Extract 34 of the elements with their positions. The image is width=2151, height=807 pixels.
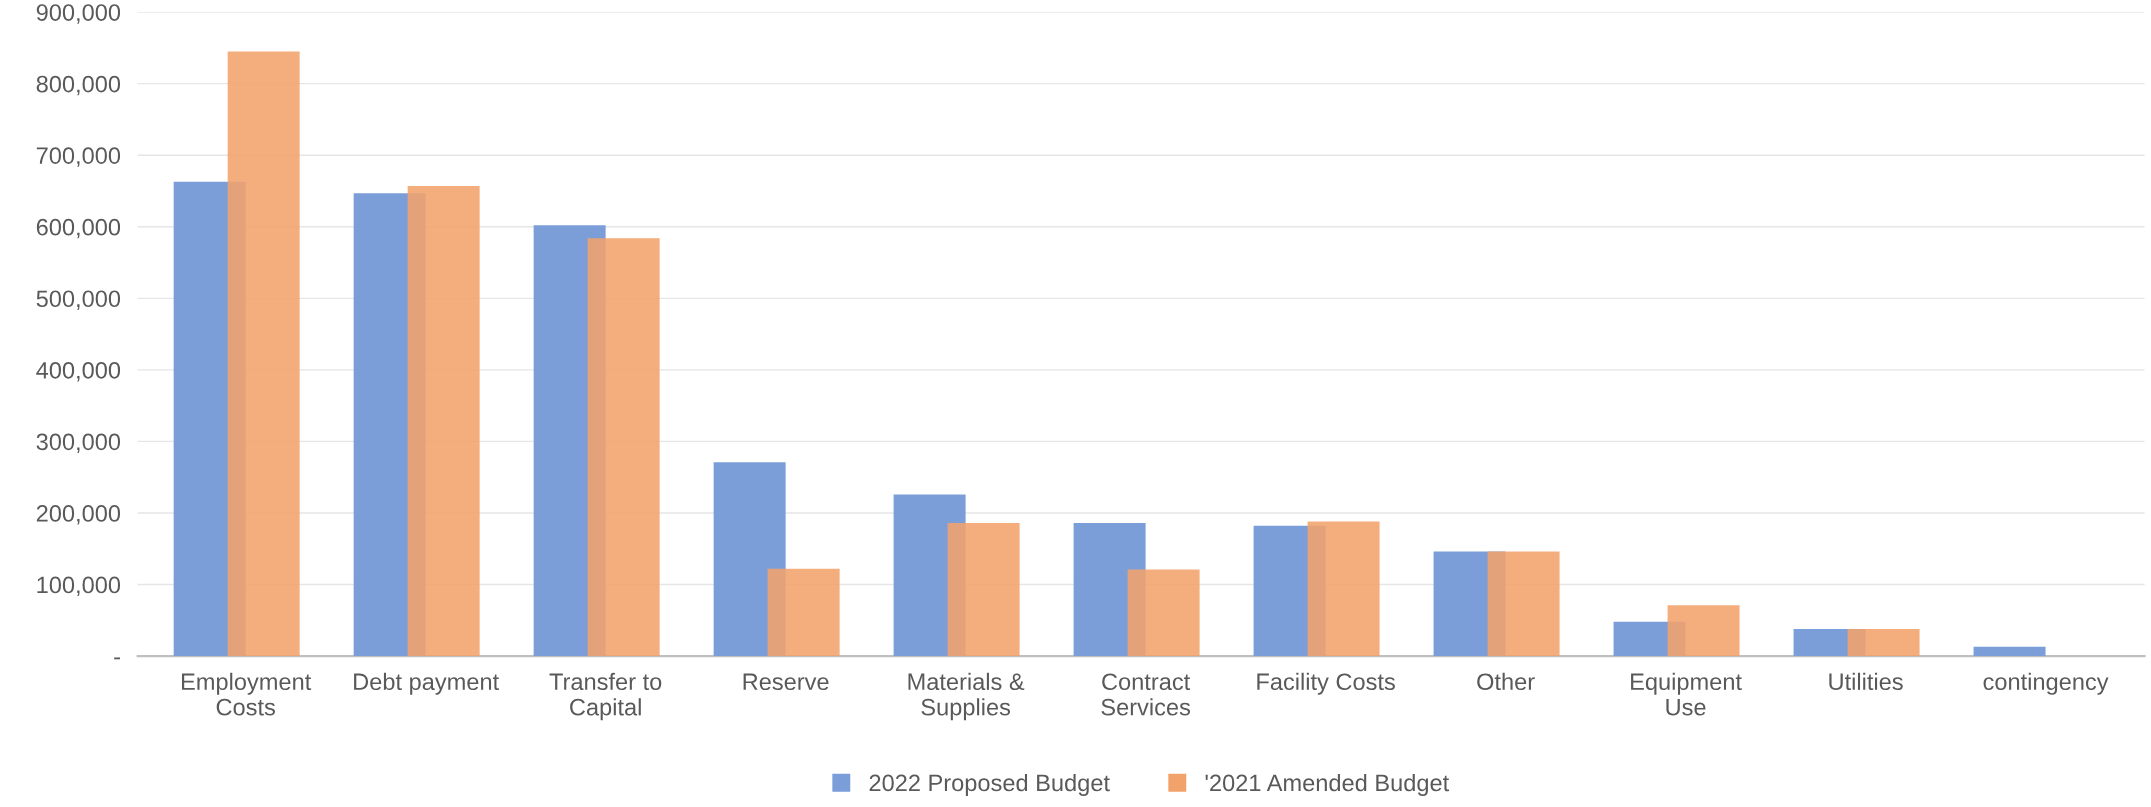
legend-label: 2022 Proposed Budget [869, 773, 1110, 796]
bar [407, 185, 480, 657]
x-tick-label: Reserve [743, 673, 829, 691]
y-tick-label: 400,000 [36, 361, 121, 382]
x-tick-label: contingency [1983, 672, 2109, 695]
y-tick-label: 200,000 [36, 505, 121, 525]
x-tick-label: Materials & Supplies [908, 672, 1025, 721]
bar [1127, 569, 1200, 657]
bar [947, 523, 1020, 657]
x-tick-label: Transfer to Capital [549, 672, 662, 721]
x-tick-label: Debt payment [354, 672, 499, 695]
bar [767, 568, 840, 657]
y-tick-label: 800,000 [36, 75, 121, 96]
bar [587, 238, 660, 657]
x-tick-label: Utilities [1829, 672, 1903, 691]
y-tick-label: 600,000 [36, 218, 121, 239]
y-tick-label: - [114, 657, 120, 660]
bar [1667, 605, 1740, 657]
bar [227, 51, 300, 657]
bar [1973, 646, 2046, 657]
legend-label: '2021 Amended Budget [1205, 773, 1450, 796]
x-tick-label: Employment Costs [181, 672, 312, 716]
y-tick-label: 500,000 [36, 290, 121, 310]
bar [1847, 628, 1920, 657]
x-tick-label: Contract Services [1101, 673, 1191, 716]
y-tick-label: 100,000 [37, 576, 121, 597]
bar [1487, 551, 1560, 657]
y-tick-label: 700,000 [36, 147, 121, 167]
x-tick-label: Other [1477, 672, 1535, 691]
x-tick-label: Facility Costs [1257, 672, 1395, 695]
x-tick-label: Equipment Use [1631, 672, 1742, 716]
y-tick-label: 900,000 [36, 4, 121, 24]
bar [1307, 521, 1380, 657]
y-tick-label: 300,000 [36, 433, 121, 454]
